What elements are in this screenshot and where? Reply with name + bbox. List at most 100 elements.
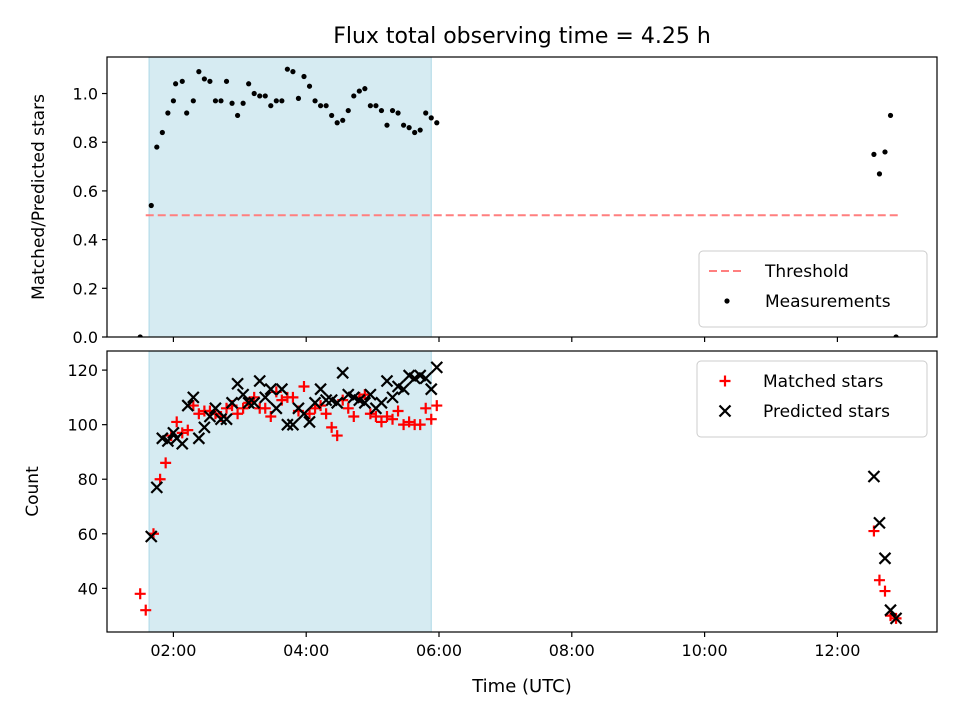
data-point xyxy=(182,424,194,436)
legend-box xyxy=(696,360,928,438)
data-point xyxy=(137,334,143,337)
data-point xyxy=(192,432,206,445)
data-point xyxy=(348,410,360,422)
x-tick-label: 10:00 xyxy=(682,641,728,660)
chart-title: Flux total observing time = 4.25 h xyxy=(333,24,711,49)
y-axis-label: Count xyxy=(23,466,43,517)
data-point xyxy=(165,110,171,116)
data-point xyxy=(334,120,340,126)
data-point xyxy=(403,416,415,428)
data-point xyxy=(160,457,172,469)
data-point xyxy=(258,391,272,404)
x-tick-label: 12:00 xyxy=(814,641,860,660)
legend-label: Matched stars xyxy=(763,372,883,392)
data-point xyxy=(384,122,390,128)
data-point xyxy=(424,382,438,396)
data-point xyxy=(234,112,241,119)
data-point xyxy=(884,603,897,617)
data-point xyxy=(304,408,316,420)
data-point xyxy=(220,412,233,426)
data-point xyxy=(270,402,283,415)
data-point xyxy=(893,334,899,337)
y-tick-label: 80 xyxy=(78,470,98,489)
data-point xyxy=(196,69,202,75)
data-point xyxy=(412,129,418,136)
y-tick-label: 60 xyxy=(78,525,98,544)
data-point xyxy=(423,110,429,116)
data-point xyxy=(878,552,892,565)
legend-handle xyxy=(724,298,730,304)
data-point xyxy=(326,421,338,433)
data-point xyxy=(295,95,302,101)
data-point xyxy=(362,86,368,92)
data-point xyxy=(380,374,394,388)
data-point xyxy=(425,413,437,425)
data-point xyxy=(212,98,219,104)
data-point xyxy=(419,372,432,385)
data-point xyxy=(882,149,888,155)
x-tick-label: 04:00 xyxy=(283,641,329,660)
data-point xyxy=(375,396,388,410)
data-point xyxy=(358,396,372,410)
y-tick-label: 1.0 xyxy=(73,85,98,104)
data-point xyxy=(329,112,335,119)
data-point xyxy=(342,402,354,414)
data-point xyxy=(193,408,205,420)
data-point xyxy=(873,574,885,586)
data-point xyxy=(275,382,289,396)
axes-frame xyxy=(106,350,938,633)
data-point xyxy=(273,98,279,104)
data-point xyxy=(431,400,443,412)
data-point xyxy=(253,374,266,388)
legend-handle xyxy=(719,375,731,387)
data-point xyxy=(154,144,160,150)
legend-label: Threshold xyxy=(764,262,849,282)
legend-handle xyxy=(718,404,732,418)
y-tick-label: 0.4 xyxy=(73,231,98,250)
data-point xyxy=(356,88,362,94)
data-point xyxy=(187,400,199,412)
data-point xyxy=(314,382,327,396)
legend: Threshold Measurements xyxy=(698,250,928,328)
data-point xyxy=(198,421,211,434)
data-point xyxy=(301,73,307,80)
data-point xyxy=(134,588,146,600)
data-point xyxy=(240,100,246,106)
data-point xyxy=(268,103,274,109)
data-point xyxy=(430,361,444,374)
data-point xyxy=(303,415,316,429)
x-tick-label: 06:00 xyxy=(416,641,462,660)
data-point xyxy=(317,103,324,109)
plot-area xyxy=(137,66,899,337)
legend-label: Measurements xyxy=(765,292,891,312)
legend: Matched stars Predicted stars xyxy=(696,360,928,438)
data-point xyxy=(161,434,175,448)
data-point xyxy=(309,402,321,414)
ratio-panel: 0.0 0.2 0.4 0.6 0.8 1.0 Matched/Predicted star… xyxy=(29,56,938,347)
data-point xyxy=(330,396,344,410)
data-point xyxy=(170,98,176,104)
y-axis-label: Matched/Predicted stars xyxy=(29,94,49,300)
data-point xyxy=(231,377,244,391)
data-point xyxy=(397,382,410,396)
data-point xyxy=(398,419,410,431)
data-point xyxy=(345,107,351,114)
data-point xyxy=(871,151,877,157)
data-point xyxy=(370,410,382,422)
data-point xyxy=(879,585,891,597)
legend-label: Predicted stars xyxy=(763,402,890,422)
data-point xyxy=(378,107,385,114)
data-point xyxy=(367,103,373,109)
data-point xyxy=(203,410,217,423)
data-point xyxy=(400,122,407,128)
data-point xyxy=(389,107,396,114)
data-point xyxy=(190,98,196,104)
data-point xyxy=(257,93,263,99)
data-point xyxy=(420,402,432,414)
data-point xyxy=(406,125,412,131)
data-point xyxy=(414,419,426,431)
data-point xyxy=(246,81,252,87)
data-point xyxy=(386,391,399,404)
data-point xyxy=(181,399,195,412)
data-point xyxy=(375,416,387,428)
